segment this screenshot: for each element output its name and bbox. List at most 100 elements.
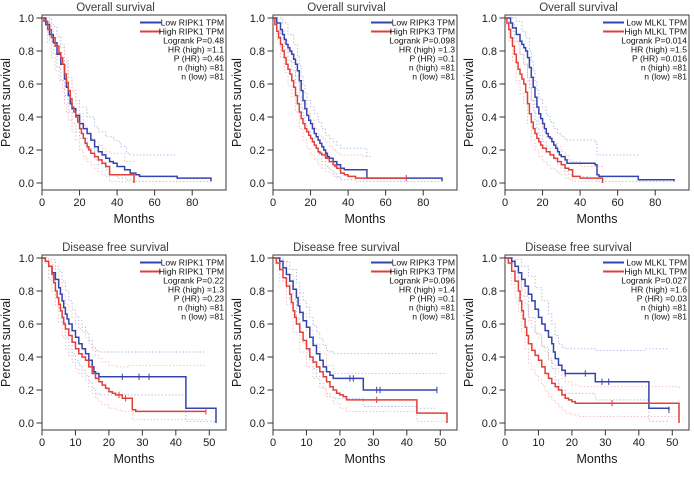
y-tick-label: 0.0 xyxy=(19,418,34,430)
km-panel-dfs-mlkl: Disease free survival 0.0 0.2 0.4 0.6 0.8 1.0 0… xyxy=(463,240,694,480)
y-tick-label: 0.4 xyxy=(19,112,34,124)
stat-p-hr: P (HR) =0.03 xyxy=(637,294,687,304)
stat-hr-high: HR (high) =1.4 xyxy=(399,285,455,295)
high-ci-upper-curve xyxy=(273,17,371,158)
stat-p-hr: P (HR) =0.1 xyxy=(410,54,456,64)
x-axis-label: Months xyxy=(114,212,155,226)
y-tick-label: 0.8 xyxy=(482,286,497,298)
y-tick-label: 0.0 xyxy=(250,418,265,430)
x-tick-label: 30 xyxy=(599,437,611,449)
y-tick-label: 0.8 xyxy=(19,46,34,58)
y-tick-label: 0.2 xyxy=(250,145,265,157)
x-tick-label: 40 xyxy=(633,437,645,449)
x-tick-label: 30 xyxy=(367,437,379,449)
stat-hr-high: HR (high) =1.5 xyxy=(631,45,687,55)
survival-plot-os-mlkl: Overall survival 0.0 0.2 0.4 0.6 0.8 1.0 0 20 40 6… xyxy=(463,2,690,226)
high-ci-lower-curve xyxy=(42,22,134,182)
high-ci-lower-curve xyxy=(505,22,603,182)
y-tick-label: 0.2 xyxy=(19,145,34,157)
low-curve xyxy=(273,17,443,182)
low-ci-lower-curve xyxy=(42,22,211,182)
survival-plot-os-ripk1: Overall survival 0.0 0.2 0.4 0.6 0.8 1.0 0 20 40 6… xyxy=(0,2,227,226)
x-tick-label: 10 xyxy=(300,437,312,449)
high-curve xyxy=(42,257,206,413)
high-ci-lower-curve xyxy=(273,262,447,422)
low-ci-lower-curve xyxy=(505,22,674,182)
y-tick-label: 0.4 xyxy=(19,352,34,364)
plot-frame xyxy=(41,14,227,191)
y-axis-label: Percent survival xyxy=(231,58,244,147)
km-panel-dfs-ripk3: Disease free survival 0.0 0.2 0.4 0.6 0.8 1.0 0… xyxy=(231,240,463,480)
x-tick-label: 40 xyxy=(574,197,586,209)
x-tick-label: 0 xyxy=(270,437,276,449)
low-ci-lower-curve xyxy=(273,22,442,182)
x-axis-label: Months xyxy=(114,452,155,466)
x-tick-label: 10 xyxy=(69,437,81,449)
legend-label-low: Low RIPK1 TPM xyxy=(161,18,224,28)
x-tick-label: 20 xyxy=(103,437,115,449)
y-axis-label: Percent survival xyxy=(0,58,13,147)
y-tick-label: 1.0 xyxy=(250,253,265,265)
x-tick-label: 50 xyxy=(666,437,678,449)
y-tick-label: 0.4 xyxy=(482,352,497,364)
legend-label-high: High RIPK3 TPM xyxy=(390,267,455,277)
x-tick-label: 30 xyxy=(136,437,148,449)
y-tick-label: 1.0 xyxy=(19,253,34,265)
high-curve xyxy=(42,17,135,183)
plot-title: Overall survival xyxy=(539,2,618,14)
stat-n-high: n (high) =81 xyxy=(409,63,455,73)
y-tick-label: 0.8 xyxy=(250,46,265,58)
plot-frame xyxy=(504,254,690,431)
x-tick-label: 20 xyxy=(536,197,548,209)
stat-p-hr: P (HR) =0.016 xyxy=(632,54,687,64)
high-ci-lower-curve xyxy=(505,262,680,423)
stat-logrank-p: Logrank P=0.014 xyxy=(621,36,687,46)
x-tick-label: 40 xyxy=(170,437,182,449)
y-tick-label: 0.2 xyxy=(482,145,497,157)
low-curve xyxy=(505,17,675,182)
stat-n-high: n (high) =81 xyxy=(409,303,455,313)
x-tick-label: 60 xyxy=(380,197,392,209)
x-tick-label: 0 xyxy=(502,437,508,449)
plot-title: Disease free survival xyxy=(525,242,632,254)
x-axis-label: Months xyxy=(345,212,386,226)
stat-p-hr: P (HR) =0.23 xyxy=(174,294,224,304)
legend-label-low: Low MLKL TPM xyxy=(626,18,687,28)
stat-logrank-p: Logrank P=0.48 xyxy=(163,36,224,46)
legend-label-low: Low RIPK3 TPM xyxy=(392,18,455,28)
stat-p-hr: P (HR) =0.1 xyxy=(410,294,456,304)
stat-hr-high: HR (high) =1.6 xyxy=(631,285,687,295)
stat-hr-high: HR (high) =1.3 xyxy=(399,45,455,55)
high-curve xyxy=(505,17,604,183)
x-tick-label: 20 xyxy=(73,197,85,209)
x-axis-label: Months xyxy=(345,452,386,466)
y-tick-label: 0.8 xyxy=(482,46,497,58)
y-axis-label: Percent survival xyxy=(0,298,13,387)
legend-label-high: High MLKL TPM xyxy=(624,267,687,277)
x-tick-label: 50 xyxy=(203,437,215,449)
y-tick-label: 0.0 xyxy=(250,178,265,190)
low-ci-upper-curve xyxy=(273,17,371,158)
y-tick-label: 0.6 xyxy=(482,79,497,91)
low-ci-lower-curve xyxy=(42,262,216,422)
x-tick-label: 0 xyxy=(502,197,508,209)
km-panel-os-ripk1: Overall survival 0.0 0.2 0.4 0.6 0.8 1.0 0 20 40 6… xyxy=(0,0,231,240)
y-tick-label: 0.6 xyxy=(482,319,497,331)
stat-n-high: n (high) =81 xyxy=(178,63,224,73)
x-tick-label: 40 xyxy=(342,197,354,209)
survival-plot-dfs-mlkl: Disease free survival 0.0 0.2 0.4 0.6 0.8 1.0 0… xyxy=(463,242,690,466)
low-curve xyxy=(505,257,670,410)
y-tick-label: 1.0 xyxy=(250,13,265,25)
stat-n-low: n (low) =81 xyxy=(412,72,455,82)
stat-n-high: n (high) =81 xyxy=(178,303,224,313)
y-tick-label: 0.8 xyxy=(250,286,265,298)
high-curve xyxy=(273,257,448,423)
y-tick-label: 0.2 xyxy=(250,385,265,397)
stat-n-low: n (low) =81 xyxy=(181,312,224,322)
high-ci-upper-curve xyxy=(505,17,604,169)
stat-hr-high: HR (high) =1.3 xyxy=(168,285,224,295)
x-axis-label: Months xyxy=(577,452,618,466)
y-tick-label: 0.8 xyxy=(19,286,34,298)
legend-label-high: High RIPK1 TPM xyxy=(159,267,224,277)
